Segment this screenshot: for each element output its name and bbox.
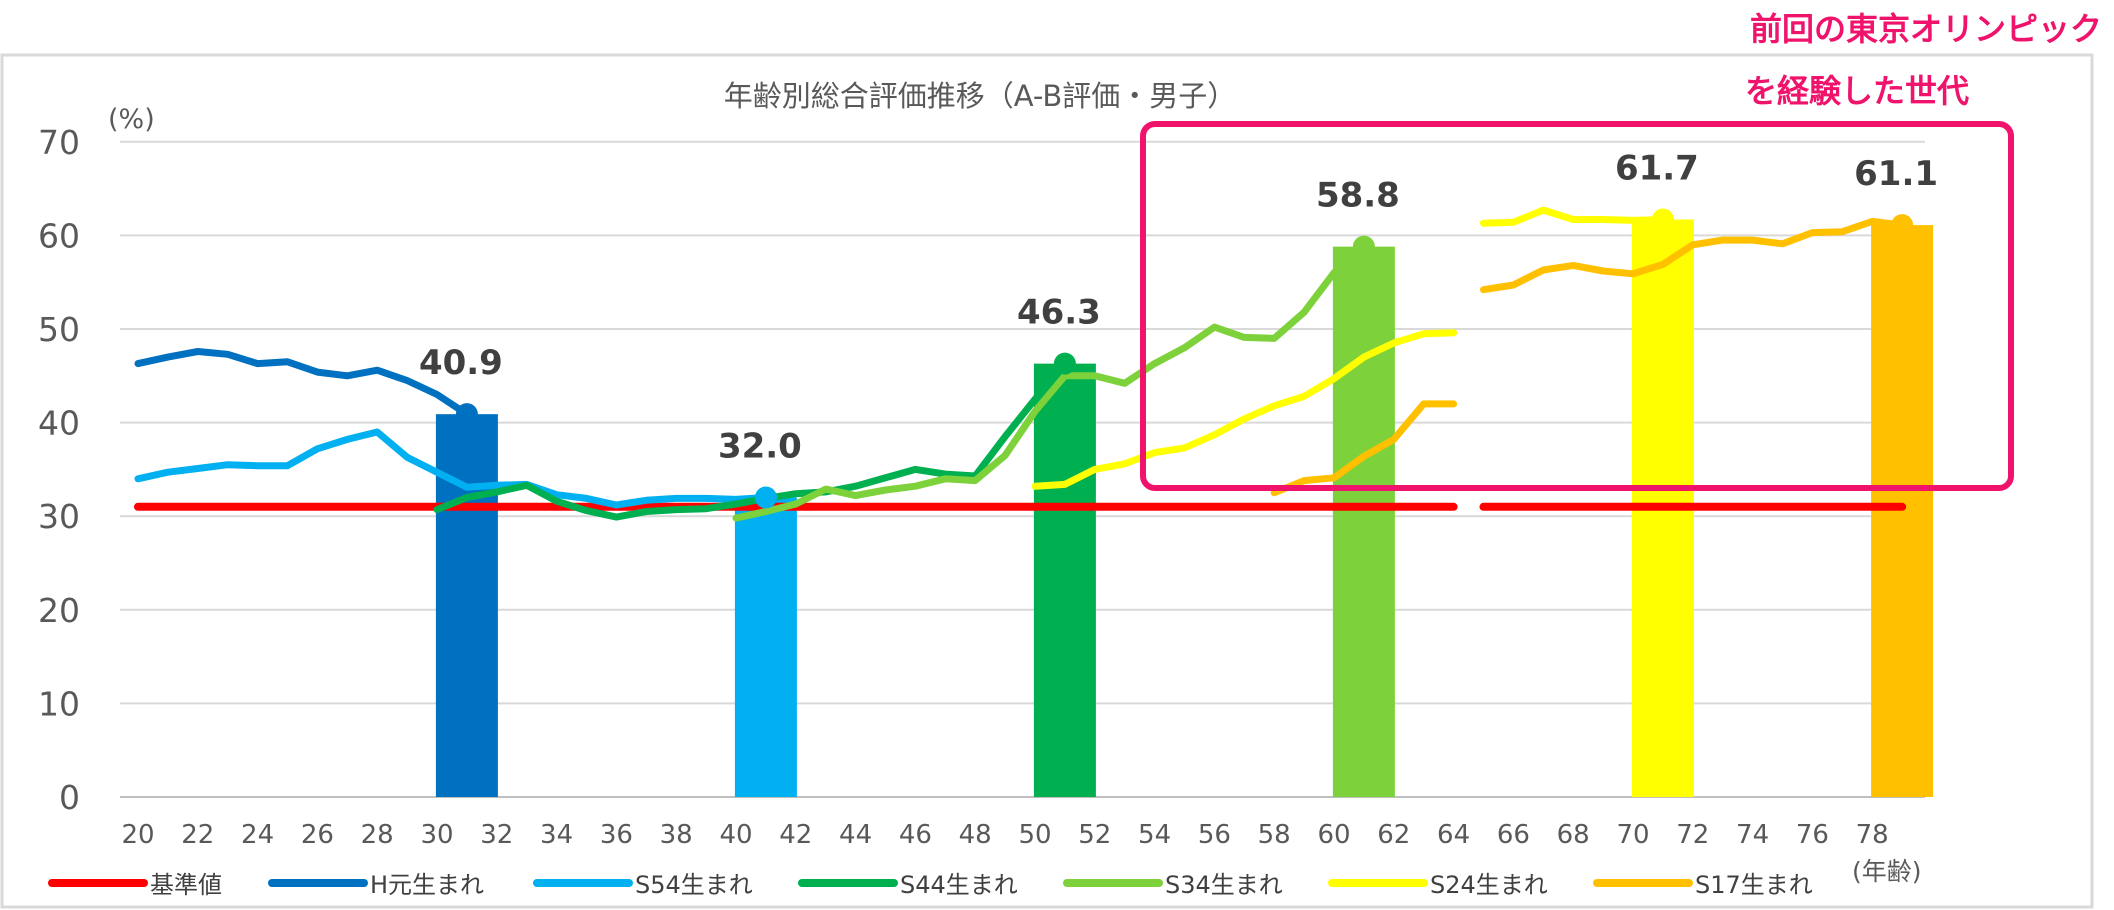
y-tick-label: 70 [38,123,80,162]
bar [1033,363,1096,797]
x-tick-label: 74 [1736,820,1769,850]
y-tick-label: 40 [38,404,80,443]
x-tick-label: 42 [779,820,812,850]
highlight-box [1140,121,2014,491]
x-tick-label: 28 [361,820,394,850]
x-tick-label: 50 [1018,820,1051,850]
series-line [134,348,471,418]
series-line [1270,400,1458,497]
series-line [1031,329,1458,490]
legend-label: S44生まれ [900,871,1018,899]
series-end-marker [455,403,478,426]
series-end-marker [1053,352,1076,375]
x-tick-label: 30 [420,820,453,850]
series-line [1480,217,1906,294]
x-tick-label: 54 [1138,820,1171,850]
y-tick-labels: 0 10 20 30 40 50 60 70 [38,123,80,817]
legend-label: S17生まれ [1695,871,1813,899]
x-tick-label: 60 [1317,820,1350,850]
bar-value-label: 61.1 [1854,154,1938,194]
x-axis-label: (年齢) [1852,857,1922,886]
series-line [732,243,1368,522]
bar-value-label: 61.7 [1615,148,1699,188]
series-end-marker [1352,235,1375,258]
x-tick-label: 38 [660,820,693,850]
bar-value-label: 40.9 [419,343,503,383]
legend-label: S54生まれ [635,871,753,899]
annotation-line-2: を経験した世代 [1745,72,1970,110]
x-tick-label: 70 [1616,820,1649,850]
series-end-marker [754,486,777,509]
x-tick-label: 52 [1078,820,1111,850]
y-tick-label: 0 [59,778,80,817]
bar-value-label: 32.0 [718,426,802,466]
x-tick-label: 66 [1497,820,1530,850]
x-tick-label: 58 [1258,820,1291,850]
x-tick-label: 46 [899,820,932,850]
x-tick-label: 32 [480,820,513,850]
x-tick-label: 64 [1437,820,1470,850]
data-labels: 40.9 32.0 46.3 58.8 61.7 61.1 [419,148,1938,466]
y-tick-label: 20 [38,591,80,630]
annotation-line-1: 前回の東京オリンピック [1750,10,2103,48]
x-tick-label: 36 [600,820,633,850]
x-tick-label: 20 [121,820,154,850]
series-line [433,360,1069,521]
x-tick-label: 48 [959,820,992,850]
x-tick-label: 78 [1856,820,1889,850]
x-tick-label: 26 [301,820,334,850]
x-tick-label: 44 [839,820,872,850]
bar-value-label: 46.3 [1017,293,1101,333]
y-tick-label: 30 [38,497,80,536]
legend-label: 基準値 [150,871,222,899]
x-tick-label: 68 [1557,820,1590,850]
x-tick-label: 62 [1377,820,1410,850]
y-tick-label: 10 [38,684,80,723]
series-line [1480,206,1667,227]
series-end-marker [1891,214,1914,237]
bar [1871,225,1934,797]
x-tick-label: 22 [181,820,214,850]
series-end-marker [1651,208,1674,231]
grid [120,140,1925,798]
series-lines [134,206,1914,522]
bar [734,497,797,797]
x-tick-label: 40 [719,820,752,850]
y-tick-label: 60 [38,216,80,255]
series-line [134,428,770,509]
x-tick-labels: 20 22 24 26 28 30 32 34 36 38 40 42 44 46 48 50 52 54 56 58… [121,820,1888,850]
bar [435,414,498,797]
x-tick-label: 72 [1676,820,1709,850]
chart-title: 年齢別総合評価推移（A-B評価・男子） [724,79,1237,113]
y-axis-label: (%) [108,104,155,135]
bar-value-label: 58.8 [1316,176,1400,216]
legend-label: H元生まれ [370,871,484,899]
legend: 基準値 H元生まれ S54生まれ S44生まれ S34生まれ S24生まれ S17生まれ [48,871,1813,899]
legend-label: S24生まれ [1430,871,1548,899]
x-tick-label: 76 [1796,820,1829,850]
bar [1332,246,1395,797]
x-tick-label: 34 [540,820,573,850]
legend-label: S34生まれ [1165,871,1283,899]
x-tick-label: 24 [241,820,274,850]
y-tick-label: 50 [38,310,80,349]
x-tick-label: 56 [1198,820,1231,850]
